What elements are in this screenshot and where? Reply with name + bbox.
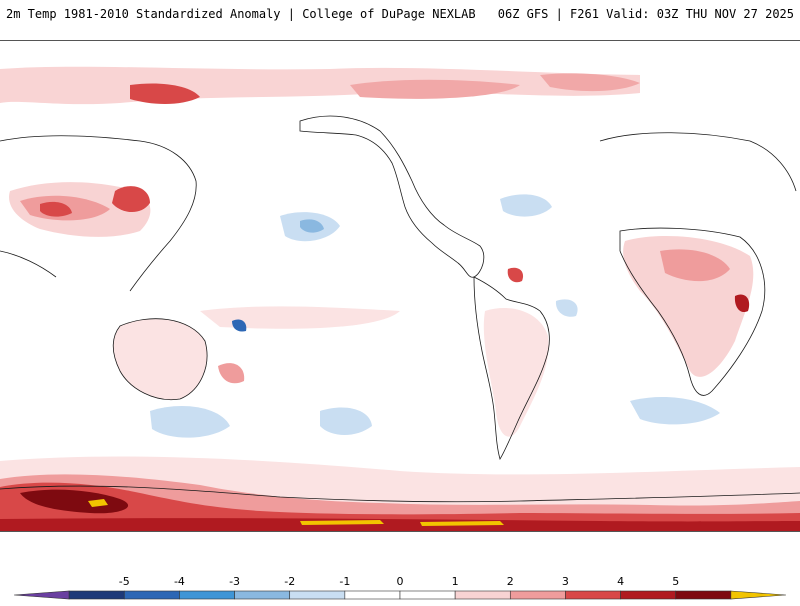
greenland-warm <box>540 73 640 92</box>
colorbar: -5 -4 -3 -2 -1 0 1 2 3 4 5 <box>0 560 800 600</box>
colorbar-segment <box>13 590 70 600</box>
colorbar-segment <box>344 590 401 600</box>
indian-ocean-cool <box>630 397 720 425</box>
asia-coastline <box>0 135 197 292</box>
colorbar-tick-label: -4 <box>173 575 185 588</box>
colorbar-segment <box>730 590 787 600</box>
colorbar-segment <box>454 590 511 600</box>
extreme-warm-spot-2 <box>300 520 384 525</box>
tropical-pacific-warm <box>200 306 400 329</box>
colorbar-segments <box>13 590 787 600</box>
brazil-cool <box>555 299 578 317</box>
tropical-cool-core <box>232 319 247 332</box>
arctic-ocean-warm <box>350 79 520 99</box>
colorbar-segment <box>399 590 456 600</box>
antarctica-coastline <box>0 485 800 503</box>
colorbar-tick-label: -5 <box>118 575 130 588</box>
mongolia-warm-core <box>112 186 150 213</box>
ross-sea-warm-core <box>20 489 129 514</box>
extreme-warm-spot-1 <box>88 499 108 507</box>
antarctic-coast-warm <box>0 518 800 531</box>
colorbar-tick-label: 4 <box>617 575 625 588</box>
colorbar-tick-label: 1 <box>451 575 459 588</box>
map-canvas <box>0 41 800 531</box>
venezuela-warm-core <box>507 267 524 283</box>
colorbar-segment <box>620 590 677 600</box>
anomaly-map <box>0 40 800 532</box>
map-title: 2m Temp 1981-2010 Standardized Anomaly |… <box>6 7 476 21</box>
colorbar-segment <box>289 590 346 600</box>
east-africa-warm-core <box>734 294 750 313</box>
australia-warm <box>113 318 208 400</box>
colorbar-tick-label: 2 <box>506 575 514 588</box>
colorbar-tick-label: 0 <box>396 575 404 588</box>
model-run-info: 06Z GFS | F261 Valid: 03Z THU NOV 27 202… <box>497 7 794 21</box>
south-america-coastline <box>473 276 550 460</box>
colorbar-segment <box>234 590 291 600</box>
siberia-warm-core <box>130 83 200 104</box>
colorbar-segment <box>509 590 566 600</box>
atlantic-cool <box>500 194 552 217</box>
sahel-warm <box>660 249 730 282</box>
coastlines <box>0 115 800 503</box>
south-america-warm <box>483 308 549 437</box>
australia-coastline <box>112 318 208 401</box>
south-pacific-cool-2 <box>320 407 372 436</box>
africa-europe-coastline <box>599 132 797 396</box>
colorbar-tick-label: -3 <box>229 575 241 588</box>
colorbar-tick-label: 3 <box>561 575 569 588</box>
colorbar-segment <box>675 590 732 600</box>
colorbar-svg <box>13 590 787 600</box>
extreme-warm-spot-3 <box>420 521 504 526</box>
colorbar-segment <box>565 590 621 600</box>
colorbar-tick-label: -2 <box>284 575 296 588</box>
colorbar-segment <box>68 590 125 600</box>
header: 2m Temp 1981-2010 Standardized Anomaly |… <box>0 0 800 28</box>
north-pacific-cool-core <box>300 219 324 233</box>
colorbar-segment <box>123 590 180 600</box>
south-pacific-cool <box>150 406 230 438</box>
north-america-coastline <box>299 115 485 278</box>
tibet-warm-core <box>40 201 72 217</box>
colorbar-tick-label: -1 <box>339 575 351 588</box>
anomaly-fields <box>0 66 800 531</box>
new-zealand-warm <box>218 363 245 384</box>
colorbar-tick-label: 5 <box>672 575 680 588</box>
colorbar-segment <box>179 590 235 600</box>
